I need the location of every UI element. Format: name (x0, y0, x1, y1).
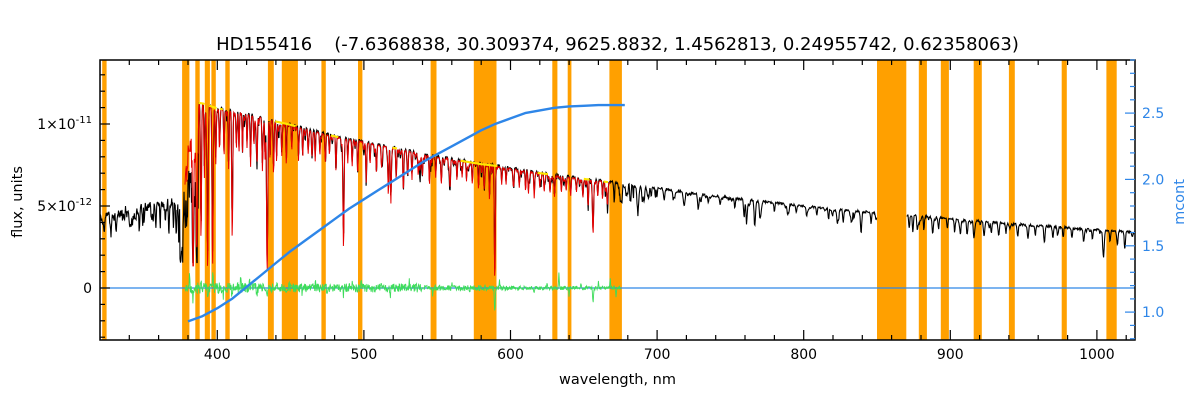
masked-band (267, 60, 274, 340)
y-left-tick-label: 0 (83, 281, 92, 297)
x-tick-label: 800 (790, 347, 817, 363)
right-axis-ticks (1125, 59, 1135, 340)
masked-band (1106, 60, 1117, 340)
continuum-window-segment (219, 107, 224, 111)
y-right-tick-label: 1.5 (1142, 239, 1164, 255)
mcont-series (187, 103, 625, 323)
masked-band (321, 60, 326, 340)
masked-band (567, 60, 572, 340)
continuum-window-segment (198, 101, 205, 106)
masked-band (1061, 60, 1067, 340)
residual-series (184, 272, 621, 311)
masked-band (430, 60, 437, 340)
masked-band (1008, 60, 1015, 340)
masked-band (552, 60, 558, 340)
x-tick-label: 400 (204, 347, 231, 363)
x-axis-label: wavelength, nm (559, 372, 676, 388)
continuum-window-segment (274, 120, 296, 128)
masked-band (609, 60, 622, 340)
axis-tick-labels: 400 500 600 700 800 900 1000 0 5×10-12 1×10-11 (37, 115, 1115, 363)
continuum-window-segment (208, 104, 217, 110)
continuum-window-segment (537, 171, 549, 176)
continuum-window-segment (460, 159, 498, 168)
model-series (184, 103, 611, 276)
masked-band (973, 60, 982, 340)
y-right-tick-label: 2.0 (1142, 172, 1164, 188)
x-tick-label: 500 (351, 347, 378, 363)
masked-band (473, 60, 497, 340)
masked-band (225, 60, 230, 340)
x-tick-label: 600 (497, 347, 524, 363)
masked-band (940, 60, 949, 340)
masked-band (281, 60, 298, 340)
y-left-tick-label: 5×10-12 (37, 197, 92, 215)
masked-band (102, 60, 107, 340)
y-right-tick-label: 1.0 (1142, 305, 1164, 321)
continuum-window-segment (330, 134, 339, 139)
axis-ticks (100, 60, 1127, 340)
x-tick-label: 700 (644, 347, 671, 363)
masked-band (358, 60, 363, 340)
y-right-tick-label: 2.5 (1142, 106, 1164, 122)
plot-title: HD155416 (-7.6368838, 30.309374, 9625.883… (216, 34, 1019, 55)
masked-band (877, 60, 907, 340)
x-tick-label: 900 (937, 347, 964, 363)
y-left-tick-label: 1×10-11 (37, 115, 92, 133)
masked-band (918, 60, 927, 340)
plot-frame (99, 59, 1136, 341)
continuum-window-segment (603, 180, 609, 184)
right-axis-tick-labels: 1.0 1.5 2.0 2.5 (1142, 106, 1164, 321)
y-right-axis-label: mcont (1172, 179, 1188, 225)
continuum-windows (198, 101, 609, 184)
masked-band (182, 60, 190, 340)
title-params: (-7.6368838, 30.309374, 9625.8832, 1.456… (334, 34, 1019, 55)
title-object: HD155416 (216, 34, 312, 55)
continuum-window-segment (583, 177, 590, 181)
y-left-axis-label: flux, units (10, 166, 26, 238)
x-tick-label: 1000 (1079, 347, 1115, 363)
continuum-window-segment (392, 146, 398, 150)
